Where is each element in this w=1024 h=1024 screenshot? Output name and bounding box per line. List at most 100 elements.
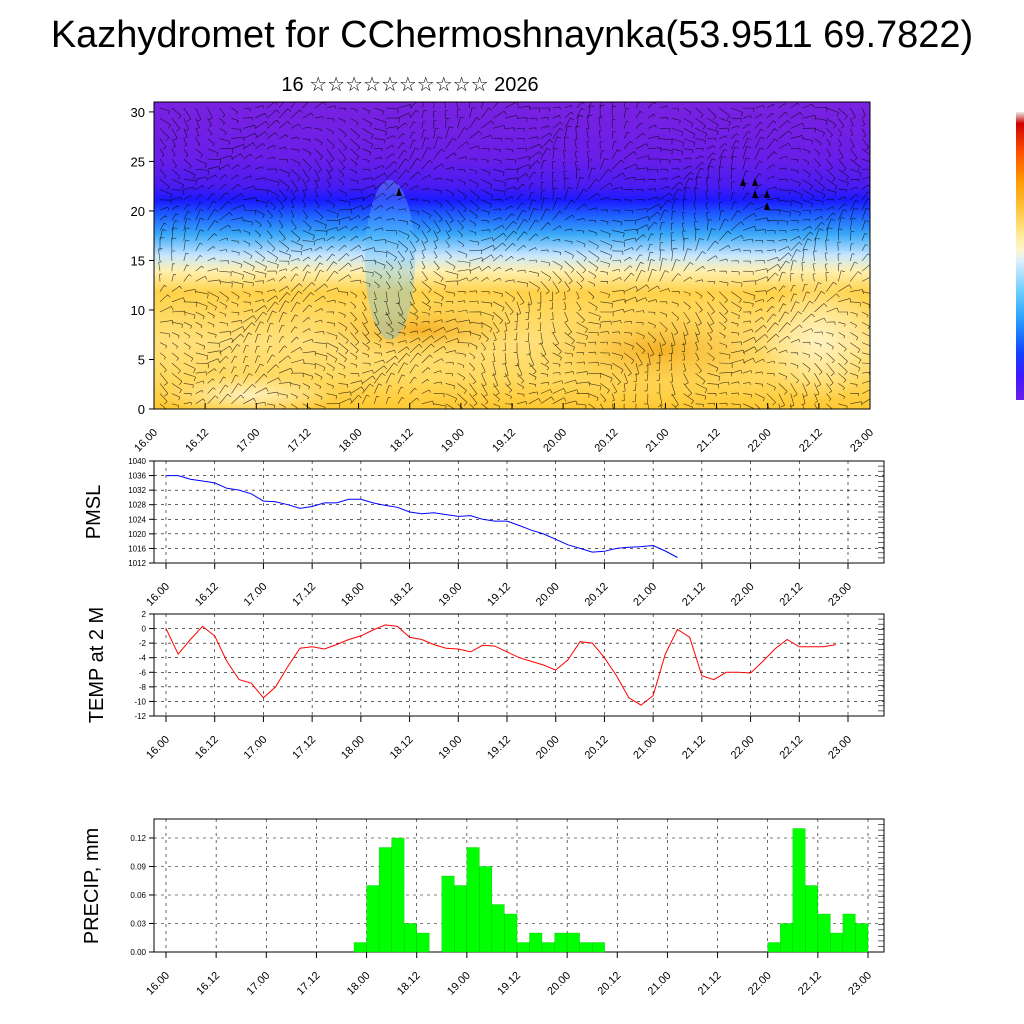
pale-region	[160, 375, 340, 409]
x-tick-label: 22.12	[797, 427, 825, 455]
precip-bar	[529, 932, 543, 953]
x-tick-label: 19.12	[490, 427, 518, 455]
precip-bar	[391, 837, 405, 953]
x-tick-label: 19.00	[436, 734, 464, 762]
precip-bar	[855, 923, 869, 953]
cross-section-panel: 0 5 10 15 20 25 30 16.00 16.12 17.00 17.12 18.00 18.…	[131, 101, 876, 455]
temp-panel: -12 -10 -8 -6 -4 -2 0 2 16.00 16.12 17.00 17.12 18.0…	[86, 607, 885, 762]
y-tick-label: 0.00	[130, 948, 146, 957]
wind-flag	[740, 178, 746, 186]
x-tick-label: 17.00	[242, 581, 270, 609]
x-tick-label: 17.00	[244, 970, 272, 998]
y-axis-label: TEMP at 2 M	[86, 607, 108, 723]
x-tick-label: 17.00	[242, 734, 270, 762]
x-tick-label: 16.00	[144, 970, 172, 998]
x-tick-label: 17.00	[234, 427, 262, 455]
precip-bar	[404, 923, 417, 953]
x-tick-label: 19.12	[485, 581, 513, 609]
precip-bar	[441, 875, 455, 953]
precip-bar	[566, 932, 580, 953]
x-tick-label: 22.00	[729, 581, 757, 609]
x-tick-label: 20.00	[541, 427, 569, 455]
precip-bar	[541, 942, 555, 953]
x-tick-label: 21.12	[680, 581, 708, 609]
x-tick-label: 18.12	[395, 970, 423, 998]
x-tick-label: 16.00	[144, 581, 172, 609]
y-tick-label: 15	[131, 253, 145, 268]
x-tick-label: 20.00	[534, 734, 562, 762]
colorbar	[1016, 112, 1024, 400]
x-tick-label: 22.00	[729, 734, 757, 762]
y-tick-label: 25	[131, 154, 145, 169]
x-tick-label: 20.12	[595, 970, 623, 998]
x-tick-label: 22.00	[746, 970, 774, 998]
cold-intrusion	[365, 180, 415, 340]
precip-bar	[353, 942, 367, 953]
y-tick-label: -12	[134, 712, 146, 721]
warm-region	[530, 305, 790, 395]
x-tick-label: 18.12	[388, 427, 416, 455]
y-tick-label: 0.09	[130, 863, 146, 872]
x-tick-label: 16.12	[193, 734, 221, 762]
wind-flag	[752, 178, 758, 186]
precip-bar	[592, 942, 605, 953]
wind-flag	[764, 202, 770, 210]
precip-bar	[805, 885, 818, 953]
x-tick-label: 21.12	[696, 970, 724, 998]
x-tick-label: 23.00	[826, 734, 854, 762]
precip-bar	[516, 942, 530, 953]
precip-panel: 0.00 0.03 0.06 0.09 0.12 16.00 16.12 17.00 17.12…	[81, 818, 885, 998]
precip-bar	[366, 885, 380, 953]
pale-region	[760, 280, 870, 400]
x-tick-label: 20.00	[545, 970, 573, 998]
y-tick-label: -8	[139, 683, 147, 692]
x-tick-label: 19.12	[495, 970, 523, 998]
precip-bar	[792, 828, 806, 953]
precip-bar	[830, 932, 844, 953]
x-tick-label: 16.00	[144, 734, 172, 762]
y-tick-label: 1032	[128, 486, 146, 495]
y-tick-label: 5	[138, 352, 145, 367]
x-tick-label: 21.12	[695, 427, 723, 455]
x-tick-label: 22.00	[746, 427, 774, 455]
x-tick-label: 16.12	[183, 427, 211, 455]
y-tick-label: 1036	[128, 472, 146, 481]
precip-bar	[780, 923, 793, 953]
y-tick-label: 0.03	[130, 920, 146, 929]
wind-flag	[396, 188, 402, 196]
precip-bar	[579, 942, 593, 953]
precip-bar	[504, 913, 518, 953]
y-tick-label: 2	[142, 610, 147, 619]
x-tick-label: 23.00	[826, 581, 854, 609]
wind-barbs	[158, 102, 870, 409]
x-tick-label: 23.00	[846, 970, 874, 998]
warm-region	[310, 300, 530, 360]
precip-bar	[479, 866, 493, 953]
x-tick-label: 19.00	[445, 970, 473, 998]
x-tick-label: 19.00	[439, 427, 467, 455]
x-tick-label: 17.12	[290, 734, 318, 762]
panel-frame	[153, 818, 885, 953]
y-tick-label: 30	[131, 105, 145, 120]
precip-bar	[378, 847, 392, 953]
wind-flag	[764, 190, 770, 198]
x-tick-label: 22.12	[777, 581, 805, 609]
precip-bar	[817, 913, 831, 953]
y-tick-label: -6	[139, 668, 147, 677]
x-tick-label: 17.12	[286, 427, 314, 455]
x-tick-label: 21.00	[644, 427, 672, 455]
y-tick-label: 0.12	[130, 834, 146, 843]
x-tick-label: 21.12	[680, 734, 708, 762]
precip-bar	[466, 847, 480, 953]
x-tick-label: 17.12	[295, 970, 323, 998]
pmsl-panel: 1012 1016 1020 1024 1028 1032 1036 1040 16.00 16.…	[83, 457, 885, 609]
series-line	[166, 475, 678, 558]
x-tick-label: 19.00	[436, 581, 464, 609]
figure-subtitle: 16 ☆☆☆☆☆☆☆☆☆☆ 2026	[281, 74, 539, 96]
y-tick-label: 0	[138, 402, 145, 417]
x-tick-label: 16.12	[194, 970, 222, 998]
x-tick-label: 23.00	[848, 427, 876, 455]
y-tick-label: 1028	[128, 501, 146, 510]
precip-bar	[454, 885, 467, 953]
